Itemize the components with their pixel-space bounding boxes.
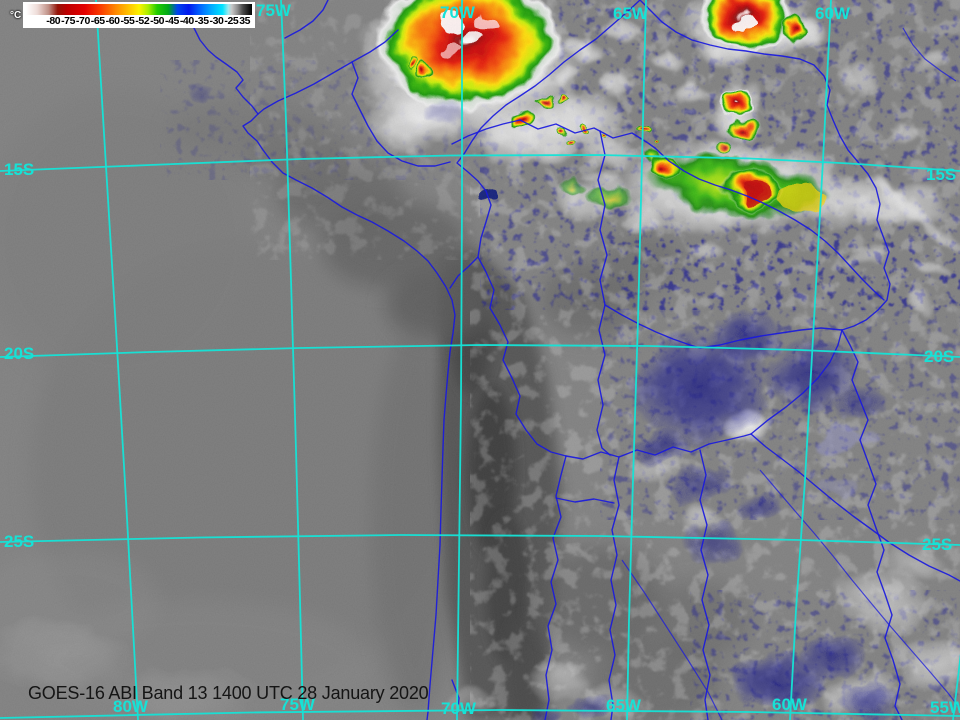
colorbar-tick: -30 bbox=[209, 15, 224, 27]
lon-label-bottom: 65W bbox=[606, 696, 642, 715]
colorbar-tick: 35 bbox=[239, 15, 251, 27]
border-bolivia-chile bbox=[477, 256, 567, 457]
gridline-25s bbox=[0, 534, 960, 546]
colorbar-gradient bbox=[26, 4, 253, 15]
colorbar-tick: -35 bbox=[194, 15, 209, 27]
colorbar-tick: -25 bbox=[224, 15, 239, 27]
colorbar-tick: -70 bbox=[75, 15, 90, 27]
coastline-peru-chile bbox=[192, 25, 456, 720]
lat-label-left: 15S bbox=[4, 160, 34, 179]
border-peru-bolivia bbox=[449, 0, 641, 289]
lon-label-bottom: 75W bbox=[280, 695, 316, 714]
colorbar-ticks: -80 -75 -70 -65 -60 -55 -52 -50 -45 -40 … bbox=[46, 15, 250, 27]
border-chile-argentina bbox=[544, 455, 567, 720]
lon-label-bottom: 70W bbox=[441, 699, 477, 718]
lon-label-bottom: 60W bbox=[772, 695, 808, 714]
lat-label-right: 15S bbox=[926, 165, 956, 184]
lon-label-bottom: 80W bbox=[113, 697, 149, 716]
gridline-20s bbox=[0, 344, 960, 358]
lat-label-right: 20S bbox=[924, 347, 954, 366]
paraguay-river bbox=[841, 329, 903, 720]
colorbar-tick: -40 bbox=[179, 15, 194, 27]
colorbar-unit-label: °C bbox=[10, 10, 22, 21]
gridline-15s bbox=[0, 154, 960, 172]
colorbar: °C -80 -75 -70 -65 -60 -55 -52 -50 -45 -… bbox=[10, 2, 256, 28]
lon-label-top: 70W bbox=[440, 3, 476, 22]
country-borders bbox=[192, 0, 960, 720]
colorbar-tick: -60 bbox=[105, 15, 120, 27]
gridline-80w bbox=[95, 0, 139, 720]
lon-label-top: 75W bbox=[256, 1, 292, 20]
image-caption: GOES-16 ABI Band 13 1400 UTC 28 January … bbox=[28, 683, 429, 703]
gridline-60w bbox=[789, 0, 832, 720]
border-bolivia-brazil bbox=[639, 0, 891, 331]
lon-label-top: 60W bbox=[815, 4, 851, 23]
colorbar-tick: -52 bbox=[135, 15, 150, 27]
lon-label-top: 65W bbox=[613, 4, 649, 23]
colorbar-box: -80 -75 -70 -65 -60 -55 -52 -50 -45 -40 … bbox=[23, 2, 256, 28]
border-bolivia-argentina bbox=[565, 433, 752, 460]
lat-label-right: 25S bbox=[922, 535, 952, 554]
colorbar-tick: -75 bbox=[61, 15, 76, 27]
gridline-30s bbox=[0, 709, 960, 719]
lon-label-bottom: 55W bbox=[930, 698, 960, 717]
graticule-labels: 75W 70W 65W 60W 80W 75W 70W 65W 60W 55W … bbox=[4, 1, 960, 718]
colorbar-tick: -45 bbox=[164, 15, 179, 27]
colorbar-tick: -80 bbox=[46, 15, 61, 27]
gridline-65w bbox=[626, 0, 647, 720]
gridline-75w bbox=[280, 0, 304, 720]
lat-label-left: 20S bbox=[4, 344, 34, 363]
gridline-70w bbox=[456, 0, 463, 720]
colorbar-tick: -65 bbox=[90, 15, 105, 27]
lat-label-left: 25S bbox=[4, 532, 34, 551]
colorbar-tick: -50 bbox=[150, 15, 165, 27]
colorbar-tick: -55 bbox=[120, 15, 135, 27]
